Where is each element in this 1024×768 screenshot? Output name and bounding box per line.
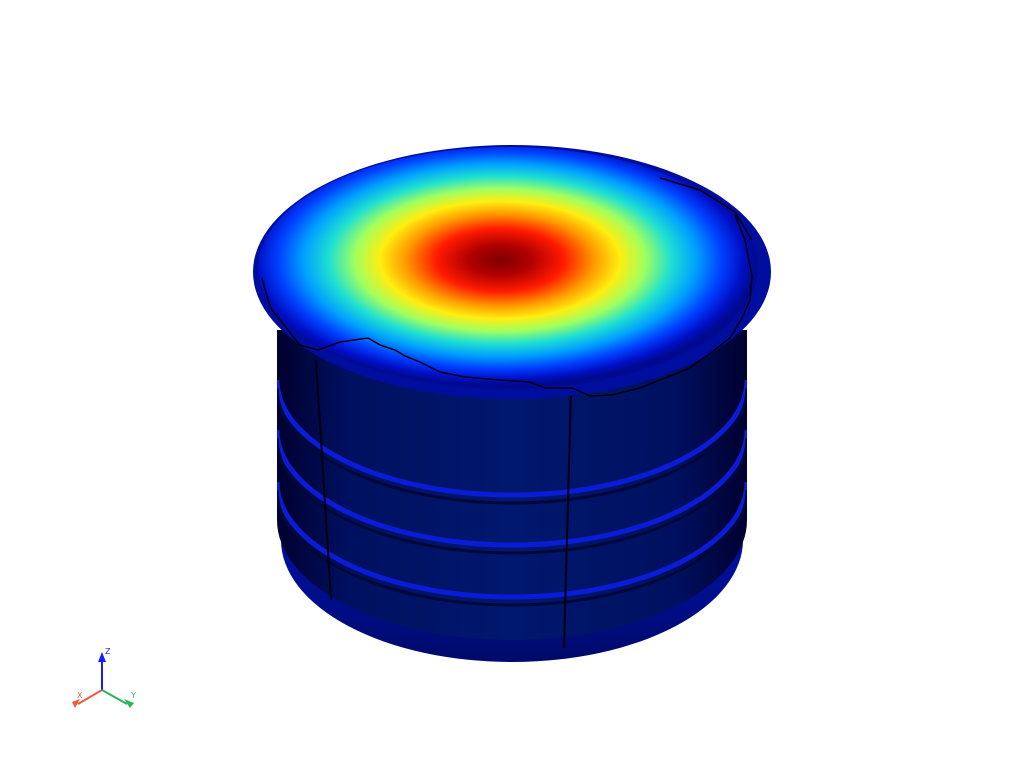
- rib-ring: [277, 481, 747, 600]
- z-axis-label: Z: [105, 647, 111, 656]
- x-axis-label: X: [77, 691, 83, 700]
- top-face: [258, 147, 758, 389]
- vertical-seam: [315, 359, 332, 601]
- rib-ring-shadow: [277, 437, 747, 555]
- y-axis: Y: [101, 689, 136, 708]
- z-axis: Z: [98, 647, 111, 690]
- vertical-seam: [563, 391, 572, 649]
- rim-edge-line: [659, 177, 753, 241]
- surface-crack: [261, 214, 753, 397]
- rib-ring-shadow: [277, 489, 747, 607]
- rib-ring: [277, 379, 747, 498]
- orientation-axes[interactable]: Z Y X: [72, 647, 136, 708]
- rib-ring-shadow: [277, 387, 747, 505]
- x-axis: X: [72, 689, 103, 708]
- rib-ring: [277, 429, 747, 548]
- y-axis-label: Y: [130, 691, 136, 700]
- tank-side-wall: [277, 330, 747, 640]
- tank-model[interactable]: [253, 145, 771, 662]
